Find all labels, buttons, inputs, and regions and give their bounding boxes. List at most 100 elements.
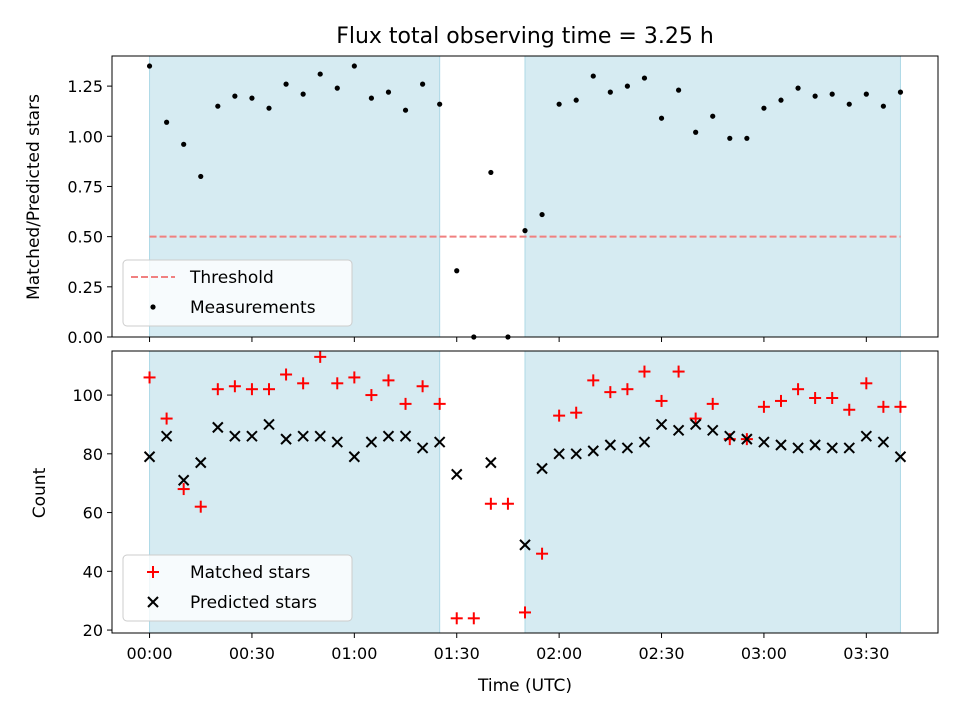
predicted-stars-marker	[894, 451, 907, 463]
measurement-point	[727, 135, 733, 141]
measurement-point	[829, 91, 835, 97]
measurement-point	[146, 63, 153, 69]
x-tick-label: 00:30	[229, 644, 275, 663]
y-tick-label: 40	[83, 562, 103, 581]
count-panel: 20 40 60 80 100 00:00 00:30 01:00 01:30 02:00 02:…	[30, 350, 939, 663]
x-tick-label: 01:30	[434, 644, 480, 663]
matched-stars-marker	[228, 380, 241, 393]
x-tick-label: 00:00	[126, 644, 172, 663]
predicted-stars-marker	[451, 468, 463, 481]
matched-stars-marker	[297, 377, 310, 390]
predicted-stars-marker	[536, 462, 548, 475]
predicted-stars-marker	[621, 442, 634, 454]
predicted-stars-marker	[553, 448, 565, 460]
measurements-legend-swatch	[150, 304, 156, 310]
predicted-stars-marker	[246, 430, 258, 442]
matched-stars-marker	[519, 606, 531, 619]
matched-stars-marker	[245, 383, 258, 396]
measurement-point	[863, 91, 869, 97]
matched-stars-marker	[553, 409, 566, 422]
predicted-stars-marker	[877, 436, 890, 448]
measurement-point	[215, 103, 221, 109]
measurement-point	[300, 91, 306, 97]
measurement-point	[846, 101, 852, 107]
matched-stars-marker	[211, 383, 224, 396]
predicted-stars-marker	[519, 539, 531, 551]
measurements-legend-label: Measurements	[190, 298, 316, 318]
measurement-point	[351, 63, 357, 69]
predicted-legend-swatch	[147, 596, 159, 608]
matched-stars-marker	[877, 400, 890, 413]
matched-stars-marker	[774, 394, 787, 407]
measurement-point	[488, 169, 494, 176]
predicted-stars-marker	[331, 436, 343, 448]
matched-stars-marker	[416, 380, 429, 393]
measurement-point	[266, 105, 272, 111]
matched-stars-marker	[263, 383, 276, 396]
predicted-stars-marker	[707, 424, 719, 437]
predicted-stars-marker	[280, 433, 292, 445]
predicted-stars-marker	[570, 448, 582, 460]
predicted-stars-marker	[860, 430, 873, 442]
predicted-stars-marker	[843, 442, 855, 454]
measurement-point	[437, 101, 443, 107]
measurement-point	[232, 93, 238, 99]
count-y-axis-label: Count	[30, 467, 50, 518]
matched-legend-label: Matched stars	[190, 563, 310, 583]
measurement-point	[897, 89, 904, 95]
x-tick-label: 02:30	[638, 644, 684, 663]
measurement-point	[573, 97, 579, 103]
measurement-point	[164, 119, 170, 125]
matched-stars-marker	[570, 406, 583, 419]
y-tick-label: 0.75	[67, 177, 103, 196]
predicted-stars-marker	[638, 436, 651, 448]
matched-stars-marker	[450, 612, 463, 625]
matched-stars-marker	[672, 365, 685, 378]
predicted-stars-marker	[724, 430, 736, 442]
matched-stars-marker	[587, 374, 600, 387]
matched-stars-marker	[655, 394, 668, 407]
measurement-point	[181, 141, 187, 147]
predicted-stars-marker	[741, 433, 753, 445]
measurement-point	[710, 113, 716, 119]
measurement-point	[522, 228, 528, 234]
predicted-stars-marker	[229, 430, 241, 442]
measurement-point	[317, 71, 323, 77]
matched-stars-marker	[689, 412, 702, 425]
measurement-point	[556, 101, 562, 107]
measurement-point	[624, 83, 630, 89]
predicted-stars-marker	[365, 436, 378, 448]
matched-stars-marker	[536, 547, 549, 560]
measurement-point	[385, 89, 392, 95]
x-tick-label: 03:30	[843, 644, 889, 663]
measurement-point	[795, 85, 801, 91]
matched-stars-marker	[809, 392, 822, 404]
measurement-point	[812, 93, 818, 99]
predicted-stars-marker	[485, 456, 497, 469]
predicted-stars-marker	[143, 451, 156, 463]
matched-stars-marker	[604, 386, 617, 399]
measurement-point	[283, 81, 289, 87]
matched-stars-marker	[826, 392, 839, 404]
predicted-stars-marker	[655, 418, 668, 431]
matched-stars-marker	[757, 400, 770, 413]
measurement-point	[880, 103, 886, 109]
y-tick-label: 60	[83, 504, 103, 523]
ratio-plot-frame	[111, 55, 939, 338]
chart-title: Flux total observing time = 3.25 h	[336, 24, 714, 49]
measurement-point	[539, 211, 545, 218]
measurement-point	[249, 95, 255, 101]
ratio-panel: 0.00 0.25 0.50 0.75 1.00 1.25 Matched/Predict…	[24, 55, 939, 347]
predicted-stars-marker	[604, 439, 617, 451]
y-tick-label: 0.50	[67, 228, 103, 247]
predicted-stars-marker	[399, 430, 412, 442]
matched-stars-marker	[365, 389, 378, 402]
x-axis-label: Time (UTC)	[477, 676, 572, 696]
measurement-point	[658, 115, 665, 121]
measurement-point	[744, 135, 750, 141]
predicted-stars-marker	[672, 424, 685, 437]
measurement-point	[402, 107, 409, 113]
measurement-point	[198, 173, 204, 180]
y-tick-label: 0.25	[67, 278, 103, 297]
